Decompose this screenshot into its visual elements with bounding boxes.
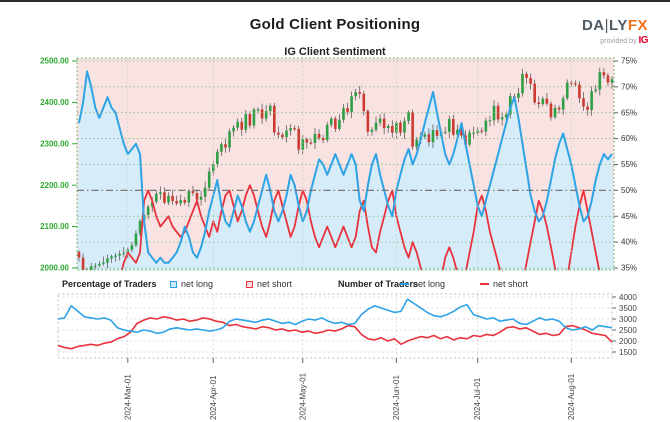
legend-percentage-title: Percentage of Traders: [62, 279, 157, 289]
svg-text:2400.00: 2400.00: [40, 98, 69, 107]
dailyfx-logo[interactable]: DA|LYFX provided by IG: [581, 17, 649, 46]
svg-text:3500: 3500: [619, 304, 637, 313]
page-title: Gold Client Positioning: [249, 16, 421, 33]
net-long-swatch-icon: [170, 280, 177, 288]
net-short-swatch-icon: [246, 280, 253, 288]
svg-text:2100.00: 2100.00: [40, 222, 69, 231]
legend-pct-net-long: net long: [170, 278, 213, 290]
legend-count-net-long: net long: [400, 278, 445, 290]
provided-by: provided by IG: [600, 35, 648, 46]
chart-legend: Percentage of Traders net long net short…: [0, 278, 670, 292]
svg-text:55%: 55%: [621, 160, 637, 169]
svg-text:2000: 2000: [619, 337, 637, 346]
svg-text:2024-Mar-01: 2024-Mar-01: [123, 374, 132, 420]
net-long-line-icon: [400, 282, 409, 286]
number-of-traders-chart: 4000 3500 3000 2500 2000 1500 2024-Mar-01 2024-…: [57, 293, 637, 420]
dailyfx-wordmark: DA|LYFX: [581, 17, 648, 34]
svg-text:50%: 50%: [621, 186, 637, 195]
svg-text:2024-Apr-01: 2024-Apr-01: [209, 375, 218, 420]
svg-text:70%: 70%: [621, 82, 637, 91]
svg-text:65%: 65%: [621, 108, 637, 117]
svg-text:45%: 45%: [621, 212, 637, 221]
svg-text:40%: 40%: [621, 238, 637, 247]
svg-text:2000.00: 2000.00: [40, 264, 69, 273]
svg-text:4000: 4000: [619, 293, 637, 302]
sentiment-price-chart: 2500.00 2400.00 2300.00 2200.00 2100.00 2000.…: [40, 57, 637, 273]
svg-text:2024-Jul-01: 2024-Jul-01: [473, 377, 482, 420]
svg-text:2200.00: 2200.00: [40, 181, 69, 190]
svg-text:3000: 3000: [619, 315, 637, 324]
ig-logo: IG: [638, 35, 648, 46]
svg-text:2500.00: 2500.00: [40, 57, 69, 66]
svg-text:35%: 35%: [621, 264, 637, 273]
net-short-line-icon: [480, 282, 489, 286]
svg-text:75%: 75%: [621, 57, 637, 66]
svg-text:2024-Aug-01: 2024-Aug-01: [567, 373, 576, 420]
svg-text:2024-Jun-01: 2024-Jun-01: [392, 375, 401, 420]
legend-number-title: Number of Traders: [338, 279, 419, 289]
svg-text:2500: 2500: [619, 326, 637, 335]
svg-text:2300.00: 2300.00: [40, 139, 69, 148]
svg-text:60%: 60%: [621, 134, 637, 143]
legend-count-net-short: net short: [480, 278, 528, 290]
chart-subtitle: IG Client Sentiment: [284, 46, 386, 58]
legend-pct-net-short: net short: [246, 278, 292, 290]
svg-text:1500: 1500: [619, 348, 637, 357]
svg-text:2024-May-01: 2024-May-01: [298, 372, 307, 420]
